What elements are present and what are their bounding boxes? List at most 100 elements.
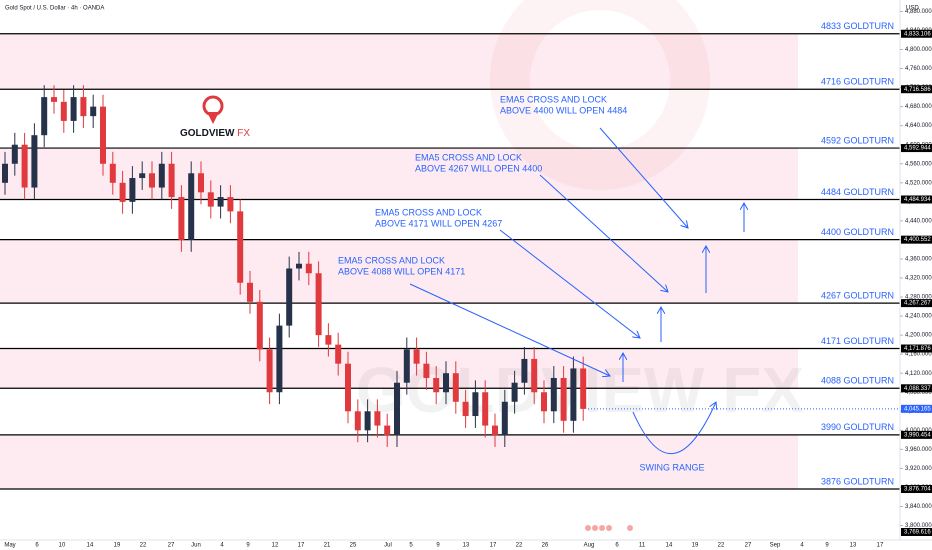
x-tick-label: 4 <box>800 543 804 549</box>
x-tick-label: Aug <box>584 543 595 549</box>
y-tick-label: 4,160.000 <box>905 352 932 358</box>
x-tick-label: 26 <box>542 543 549 549</box>
candle-body <box>276 325 283 393</box>
candle-body <box>570 368 577 421</box>
event-icon <box>599 525 605 531</box>
y-tick-label: 4,080.000 <box>905 390 932 396</box>
x-tick-label: 6 <box>615 543 619 549</box>
y-tick-label: 4,320.000 <box>905 276 932 282</box>
y-tick-label: 4,680.000 <box>905 104 932 110</box>
price-box <box>901 299 932 308</box>
candle-body <box>345 363 351 412</box>
current-price-box <box>901 404 932 413</box>
candle-body <box>100 106 106 164</box>
event-icons <box>585 525 633 531</box>
candle-body <box>266 349 273 393</box>
candle-body <box>384 425 391 436</box>
x-tick-label: 27 <box>745 543 752 549</box>
candle-body <box>90 106 97 117</box>
y-tick-label: 4,520.000 <box>905 180 932 186</box>
level-label: 4716 GOLDTURN <box>821 77 894 87</box>
candle-body <box>325 335 332 345</box>
bottom-marker-label: 3,769.616 <box>904 530 931 536</box>
candle-body <box>374 411 381 426</box>
y-tick-label: 3,920.000 <box>905 466 932 472</box>
candle-body <box>472 392 479 417</box>
annotation-line: ABOVE 4088 WILL OPEN 4171 <box>338 266 465 276</box>
logo-word: FX <box>237 128 250 139</box>
current-price-label: 4,045.165 <box>904 406 931 412</box>
x-tick-label: 19 <box>692 543 699 549</box>
price-box-label: 3,990.454 <box>904 432 931 438</box>
candle-body <box>364 411 371 431</box>
candle-body <box>80 97 87 117</box>
x-tick-label: 17 <box>490 543 497 549</box>
annotation-line: ABOVE 4267 WILL OPEN 4400 <box>415 163 542 173</box>
annotations: EMA5 CROSS AND LOCK ABOVE 4400 WILL OPEN… <box>338 94 744 472</box>
bottom-marker-box <box>901 528 932 536</box>
x-tick-label: 5 <box>409 543 413 549</box>
candle-body <box>560 377 567 421</box>
zone <box>0 348 798 389</box>
candle-body <box>335 344 342 364</box>
price-box-label: 4,592.944 <box>904 146 931 152</box>
y-tick-label: 4,120.000 <box>905 371 932 377</box>
level-label: 4592 GOLDTURN <box>821 135 894 145</box>
x-tick-label: 9 <box>246 543 250 549</box>
x-tick-label: 22 <box>516 543 523 549</box>
x-tick-label: 19 <box>114 543 121 549</box>
candle-body <box>178 197 185 240</box>
logo-word: GOLDVIEW <box>180 128 235 139</box>
price-box <box>901 384 932 393</box>
x-tick-label: Jul <box>384 543 392 549</box>
price-box <box>901 485 932 494</box>
annotation-line: EMA5 CROSS AND LOCK <box>500 94 607 104</box>
arrow <box>409 283 610 376</box>
candle-body <box>443 373 449 393</box>
price-box-label: 4,833.106 <box>904 31 931 37</box>
swing-curve <box>632 402 716 455</box>
candle-body <box>109 163 116 183</box>
candle-body <box>168 163 175 198</box>
y-tick-label: 4,360.000 <box>905 257 932 263</box>
arrow <box>499 229 640 338</box>
price-box <box>901 144 932 153</box>
candle-body <box>423 363 430 378</box>
candle-body <box>2 163 8 183</box>
annotation-line: ABOVE 4171 WILL OPEN 4267 <box>375 218 502 228</box>
price-box-label: 4,171.876 <box>904 346 931 352</box>
x-tick-label: 9 <box>825 543 829 549</box>
logo: GOLDVIEW FX <box>180 95 250 139</box>
candle-body <box>139 173 146 179</box>
candle-body <box>501 401 508 436</box>
candle-body <box>354 411 361 431</box>
annotation-line: EMA5 CROSS AND LOCK <box>415 152 522 162</box>
candle-body <box>158 163 165 188</box>
annotation-line: ABOVE 4400 WILL OPEN 4484 <box>500 105 627 115</box>
candle-body <box>256 301 263 350</box>
candle-body <box>403 349 410 383</box>
x-tick-label: 4 <box>220 543 224 549</box>
candle-body <box>188 173 195 240</box>
x-tick-label: 21 <box>324 543 331 549</box>
y-tick-label: 4,200.000 <box>905 333 932 339</box>
price-box <box>901 195 932 204</box>
x-tick-label: 14 <box>666 543 673 549</box>
zone <box>0 434 798 490</box>
event-icon <box>585 525 591 531</box>
candle-body <box>129 178 136 202</box>
candle-body <box>394 382 400 436</box>
x-tick-label: 14 <box>87 543 94 549</box>
price-box <box>901 430 932 439</box>
x-tick-label: 17 <box>298 543 305 549</box>
candle-body <box>492 425 498 436</box>
candle-body <box>31 135 38 188</box>
y-tick-label: 4,560.000 <box>905 161 932 167</box>
candle-body <box>482 392 489 426</box>
candle-body <box>521 358 528 383</box>
level-label: 4833 GOLDTURN <box>821 21 894 31</box>
price-box <box>901 235 932 244</box>
x-tick-label: 6 <box>35 543 39 549</box>
y-tick-label: 4,280.000 <box>905 295 932 301</box>
y-tick-label: 4,760.000 <box>905 66 932 72</box>
